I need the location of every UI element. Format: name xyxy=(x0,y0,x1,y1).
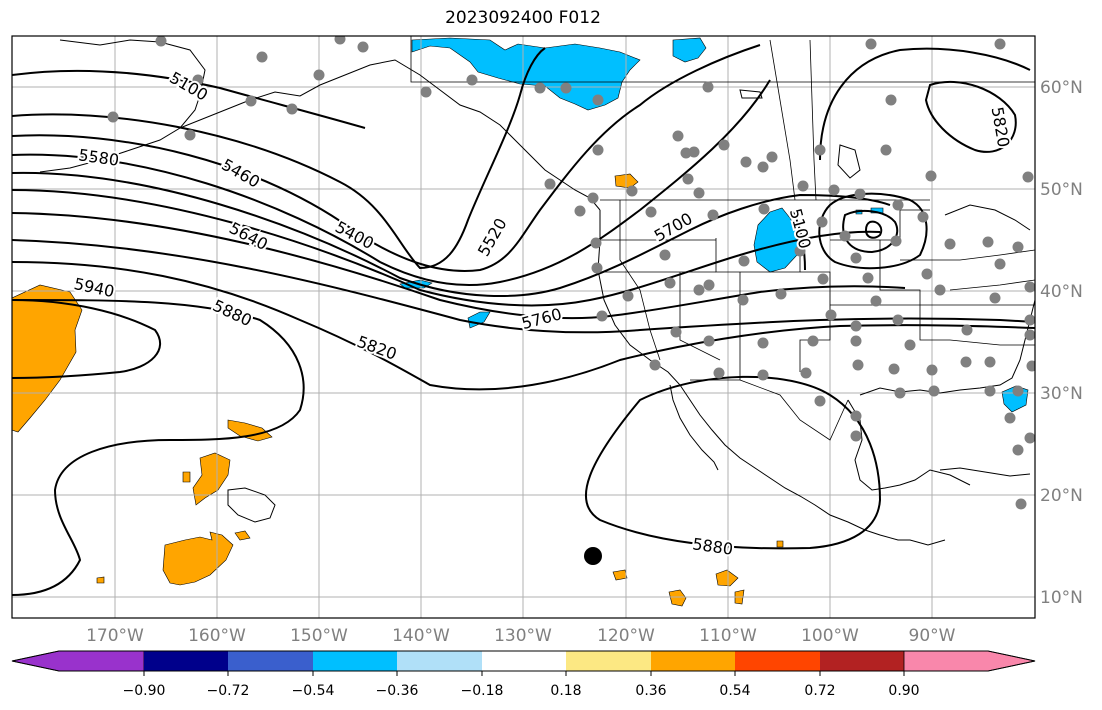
contour-label: 5580 xyxy=(77,145,120,169)
colorbar-tick-label: 0.54 xyxy=(719,683,750,699)
colorbar-tick-label: −0.54 xyxy=(292,683,335,699)
contour-label: 5640 xyxy=(226,218,271,254)
lat-tick-label: 50°N xyxy=(1040,180,1083,200)
lat-tick-label: 40°N xyxy=(1040,282,1083,302)
colorbar: −0.90 −0.72 −0.54 −0.36 −0.18 0.18 0.36 … xyxy=(11,650,1036,699)
contour-label: 5760 xyxy=(519,304,563,333)
lon-tick-label: 140°W xyxy=(392,626,450,646)
colorbar-segment xyxy=(651,651,735,671)
lon-tick-label: 130°W xyxy=(494,626,552,646)
lat-tick-label: 60°N xyxy=(1040,78,1083,98)
colorbar-tick-label: −0.72 xyxy=(207,683,250,699)
colorbar-segment xyxy=(144,651,228,671)
colorbar-segment xyxy=(735,651,820,671)
colorbar-segment xyxy=(566,651,651,671)
colorbar-segment xyxy=(903,650,1036,672)
contour-label: 5520 xyxy=(474,215,511,260)
lon-tick-label: 150°W xyxy=(290,626,348,646)
lon-tick-label: 120°W xyxy=(597,626,655,646)
contour-label: 5460 xyxy=(218,155,263,192)
colorbar-tick-label: 0.90 xyxy=(888,683,919,699)
colorbar-tick-label: 0.36 xyxy=(635,683,666,699)
lon-tick-label: 90°W xyxy=(909,626,956,646)
latitude-labels: 60°N 50°N 40°N 30°N 20°N 10°N xyxy=(1040,78,1083,608)
contour-label: 5820 xyxy=(355,332,400,364)
colorbar-tick-label: 0.72 xyxy=(804,683,835,699)
marked-point xyxy=(584,547,602,565)
lat-tick-label: 10°N xyxy=(1040,588,1083,608)
colorbar-segment xyxy=(482,651,566,671)
colorbar-tick-label: −0.36 xyxy=(376,683,419,699)
map-title: 2023092400 F012 xyxy=(445,8,601,28)
lat-tick-label: 20°N xyxy=(1040,486,1083,506)
colorbar-tick-label: −0.90 xyxy=(123,683,166,699)
lon-tick-label: 160°W xyxy=(188,626,246,646)
colorbar-segment xyxy=(313,651,397,671)
colorbar-segment xyxy=(820,651,904,671)
positive-anomaly-areas xyxy=(12,173,784,607)
colorbar-tick-label: 0.18 xyxy=(550,683,581,699)
colorbar-segment xyxy=(228,651,313,671)
lon-tick-label: 100°W xyxy=(801,626,859,646)
lat-tick-label: 30°N xyxy=(1040,384,1083,404)
station-markers xyxy=(107,36,1035,510)
contour-label: 5940 xyxy=(72,274,116,301)
lon-tick-label: 110°W xyxy=(699,626,757,646)
lon-tick-label: 170°W xyxy=(86,626,144,646)
colorbar-segment xyxy=(11,650,145,672)
map-frame xyxy=(11,35,1036,619)
longitude-labels: 170°W 160°W 150°W 140°W 130°W 120°W 110°… xyxy=(86,626,956,646)
colorbar-segment xyxy=(397,651,482,671)
colorbar-tick-label: −0.18 xyxy=(461,683,504,699)
contour-label: 5820 xyxy=(988,105,1014,148)
political-borders xyxy=(410,36,1035,441)
